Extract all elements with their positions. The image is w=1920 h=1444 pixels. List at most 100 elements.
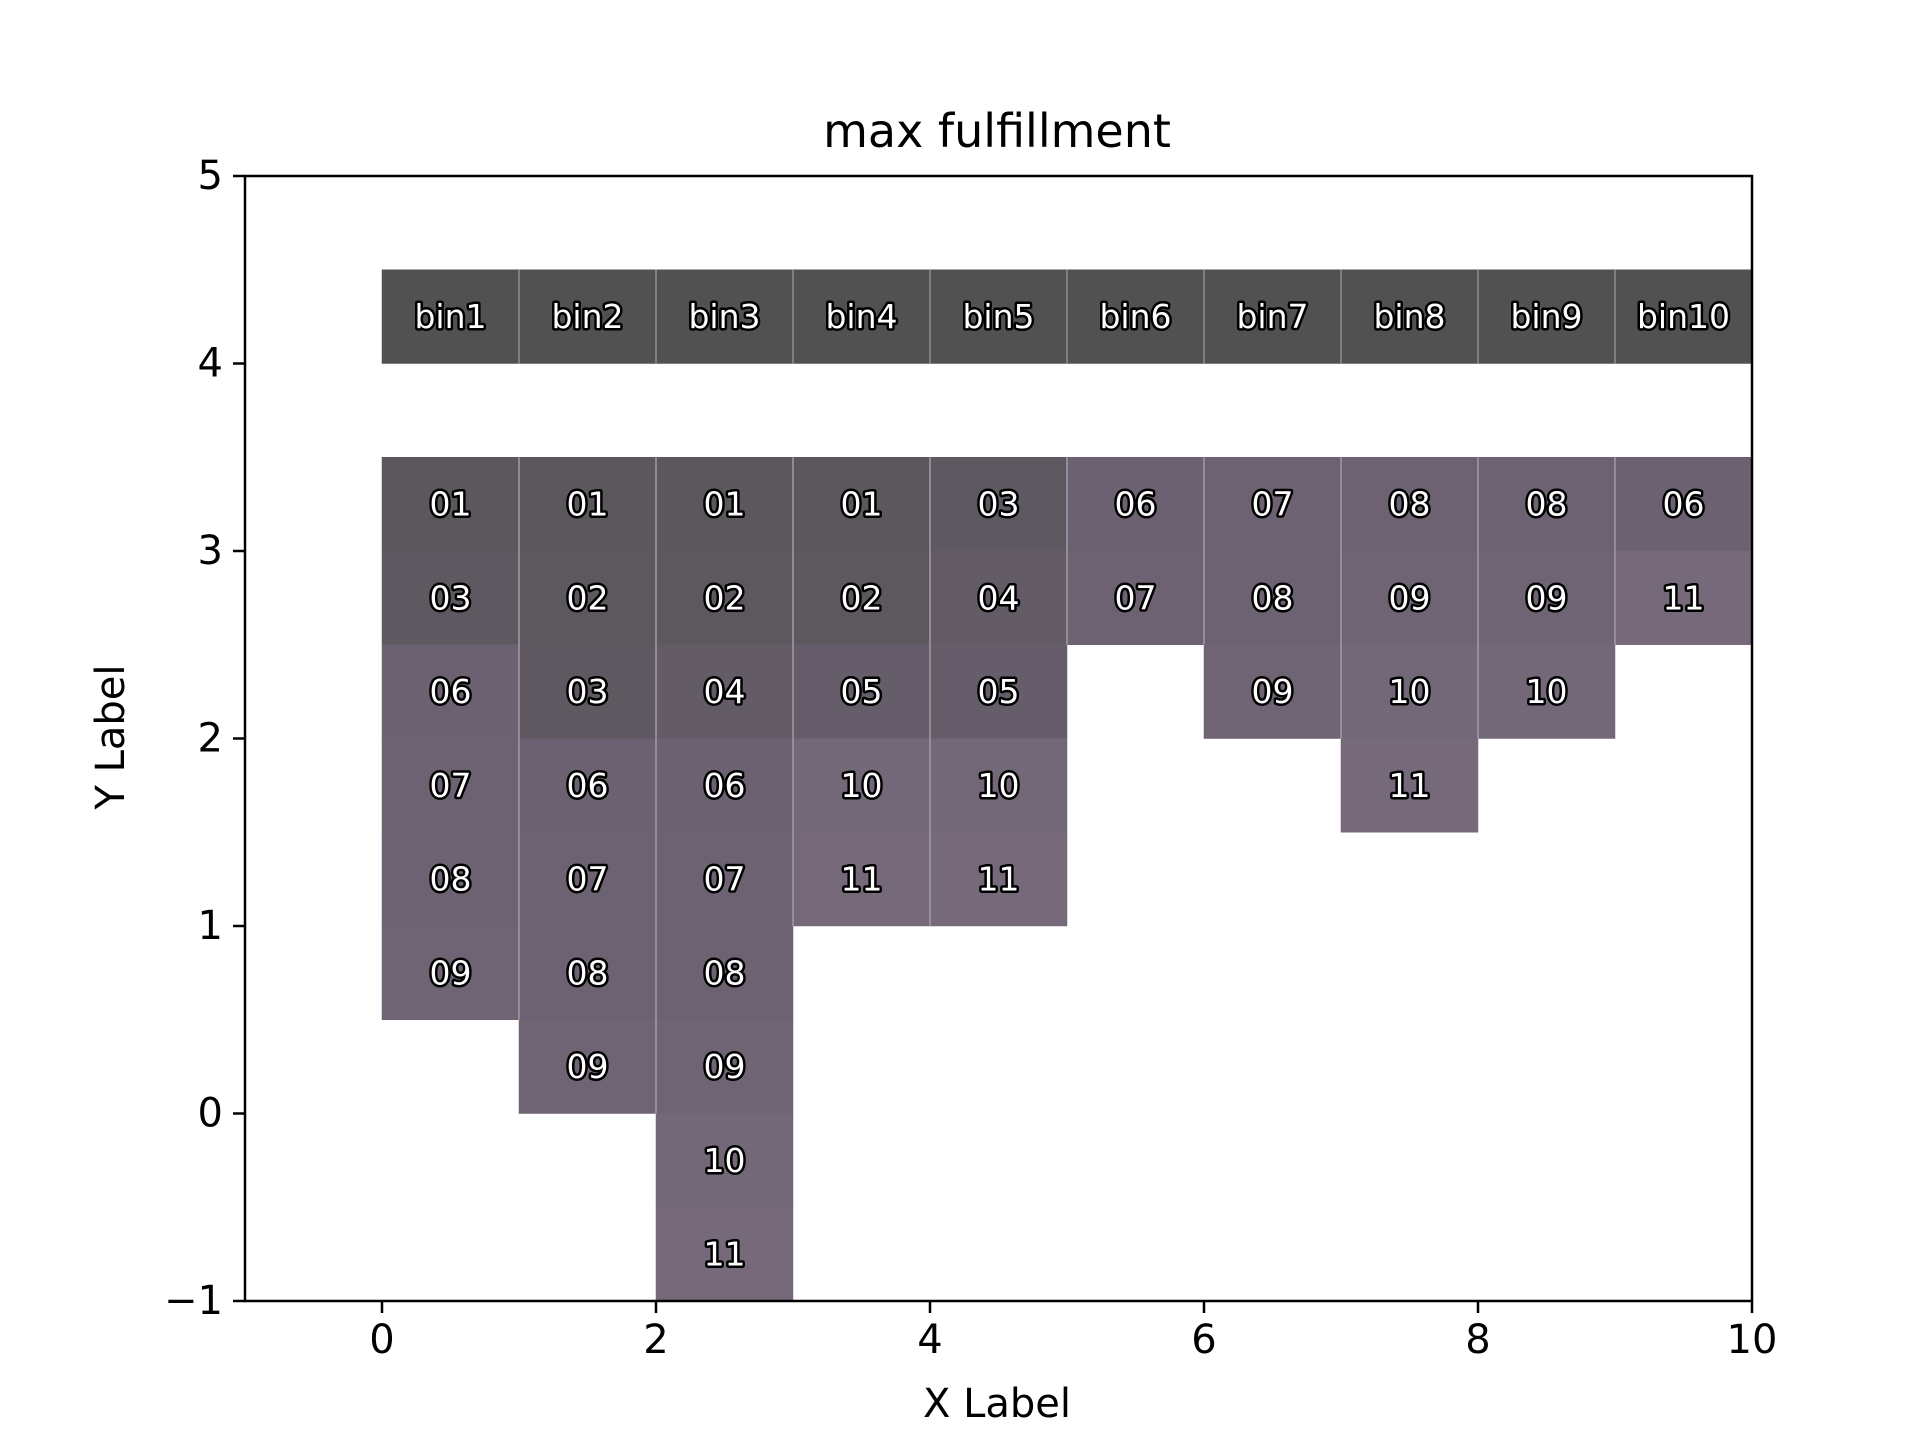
bin3-item-01-cell [655,457,794,552]
bin4-item-11-label: 11 [841,860,883,899]
bin4-item-11-cell [792,832,931,927]
bin1-item-06-cell [381,644,520,739]
y-tick-label: −1 [164,1278,223,1324]
bin7-item-08-cell [1203,550,1342,645]
bin5-item-04-label: 04 [978,578,1020,617]
bin8-item-11-label: 11 [1389,766,1431,805]
bin9-item-10-cell [1477,644,1616,739]
bin1-item-07-cell [381,738,520,833]
y-tick-label: 2 [198,716,223,762]
bin1-item-07-label: 07 [430,766,472,805]
header-bin9-cell [1477,269,1616,364]
x-axis-label: X Label [923,1381,1071,1427]
bin9-item-08-cell [1477,457,1616,552]
bin3-item-06-label: 06 [704,766,746,805]
bin9-item-09-cell [1477,550,1616,645]
bin3-item-04-cell [655,644,794,739]
bin5-item-10-cell [929,738,1068,833]
bin3-item-11-label: 11 [704,1235,746,1274]
header-bin8-cell [1340,269,1479,364]
y-axis-label: Y Label [88,664,134,810]
bin10-item-11-cell [1614,550,1753,645]
bin7-item-08-label: 08 [1252,578,1294,617]
bin5-item-05-label: 05 [978,672,1020,711]
y-tick-label: 1 [198,903,223,949]
bin2-item-03-cell [518,644,657,739]
header-bin6-label: bin6 [1099,297,1171,336]
bin8-item-08-cell [1340,457,1479,552]
x-tick-label: 2 [643,1317,668,1363]
bin10-item-06-label: 06 [1663,485,1705,524]
bin3-item-09-label: 09 [704,1047,746,1086]
bin1-item-06-label: 06 [430,672,472,711]
bin9-item-08-label: 08 [1526,485,1568,524]
bin3-item-10-label: 10 [704,1141,746,1180]
bin5-item-03-cell [929,457,1068,552]
x-tick-label: 0 [369,1317,394,1363]
header-bin6-cell [1066,269,1205,364]
bin4-item-01-label: 01 [841,485,883,524]
bin10-item-06-cell [1614,457,1753,552]
x-tick-label: 6 [1191,1317,1216,1363]
x-tick-label: 10 [1727,1317,1778,1363]
header-bin1-label: bin1 [414,297,486,336]
bin3-item-11-cell [655,1207,794,1302]
header-bin8-label: bin8 [1373,297,1445,336]
bin3-item-09-cell [655,1019,794,1114]
bin2-item-01-cell [518,457,657,552]
bin2-item-01-label: 01 [567,485,609,524]
bin6-item-07-cell [1066,550,1205,645]
x-tick-label: 4 [917,1317,942,1363]
heatmap-cells [381,269,1753,1302]
header-bin7-label: bin7 [1236,297,1308,336]
bin1-item-09-label: 09 [430,953,472,992]
bin5-item-11-cell [929,832,1068,927]
bin2-item-09-label: 09 [567,1047,609,1086]
bin8-item-11-cell [1340,738,1479,833]
bin3-item-04-label: 04 [704,672,746,711]
y-tick-label: 5 [198,153,223,199]
y-tick-label: 4 [198,341,223,387]
header-bin9-label: bin9 [1510,297,1582,336]
bin5-item-05-cell [929,644,1068,739]
bin2-item-06-label: 06 [567,766,609,805]
header-bin2-label: bin2 [551,297,623,336]
bin4-item-10-label: 10 [841,766,883,805]
bin1-item-09-cell [381,925,520,1020]
bin2-item-09-cell [518,1019,657,1114]
header-bin7-cell [1203,269,1342,364]
bin3-item-01-label: 01 [704,485,746,524]
header-bin3-label: bin3 [688,297,760,336]
bin2-item-02-cell [518,550,657,645]
header-bin4-cell [792,269,931,364]
bin4-item-02-cell [792,550,931,645]
bin3-item-08-label: 08 [704,953,746,992]
bin6-item-06-label: 06 [1115,485,1157,524]
bin8-item-10-cell [1340,644,1479,739]
header-bin2-cell [518,269,657,364]
header-bin5-cell [929,269,1068,364]
x-tick-label: 8 [1465,1317,1490,1363]
bin4-item-02-label: 02 [841,578,883,617]
bin2-item-03-label: 03 [567,672,609,711]
chart-title: max fulfillment [823,104,1171,158]
bin9-item-09-label: 09 [1526,578,1568,617]
bin2-item-07-cell [518,832,657,927]
bin6-item-06-cell [1066,457,1205,552]
bin2-item-06-cell [518,738,657,833]
header-bin10-label: bin10 [1637,297,1730,336]
bin4-item-05-cell [792,644,931,739]
bin3-item-10-cell [655,1113,794,1208]
bin10-item-11-label: 11 [1663,578,1705,617]
bin3-item-02-cell [655,550,794,645]
bin1-item-03-cell [381,550,520,645]
bin3-item-02-label: 02 [704,578,746,617]
bin7-item-09-cell [1203,644,1342,739]
header-bin4-label: bin4 [825,297,897,336]
header-bin10-cell [1614,269,1753,364]
bin5-item-04-cell [929,550,1068,645]
bin7-item-07-label: 07 [1252,485,1294,524]
header-bin5-label: bin5 [962,297,1034,336]
